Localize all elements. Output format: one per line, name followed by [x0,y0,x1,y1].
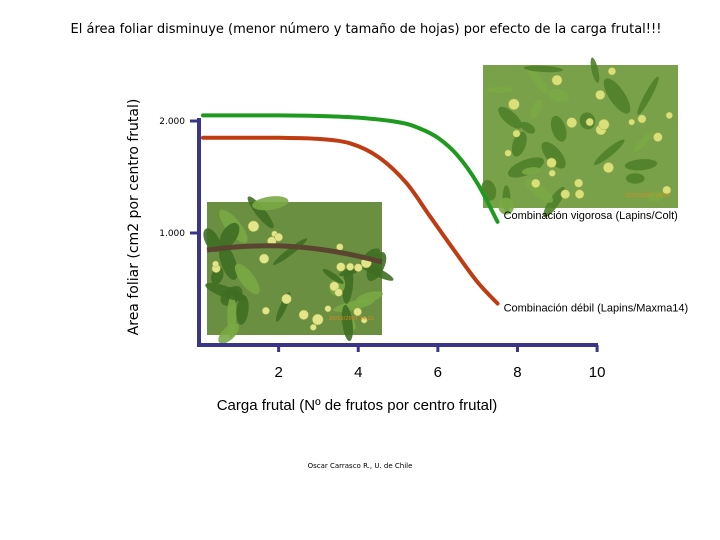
x-tick-label: 10 [589,364,606,381]
x-tick-label: 8 [513,364,521,381]
x-tick-label: 2 [274,364,282,381]
x-axis-label: Carga frutal (Nº de frutos por centro fr… [217,397,498,414]
series-line [201,135,500,306]
credit-text: Oscar Carrasco R., U. de Chile [308,462,413,470]
photo-date-stamp-top: 20/10/2007 14:33 [625,193,670,199]
cherry-branch-photo-top: 20/10/2007 14:33 [481,57,678,218]
photo-date-stamp-bottom: 20/10/2007 14:22 [329,316,374,322]
series-line [201,113,500,224]
x-tick-label: 6 [434,364,442,381]
series-label: Combinación débil (Lapins/Maxma14) [504,303,689,315]
y-tick-label: 2.000 [159,117,185,127]
chart-title: El área foliar disminuye (menor número y… [71,22,662,37]
y-tick-label: 1.000 [159,229,185,239]
series-label: Combinación vigorosa (Lapins/Colt) [504,210,678,222]
cherry-branch-photo-bottom: 20/10/2007 14:22 [203,196,394,344]
x-tick-label: 4 [354,364,362,381]
y-axis-label: Area foliar (cm2 por centro frutal) [126,99,142,336]
